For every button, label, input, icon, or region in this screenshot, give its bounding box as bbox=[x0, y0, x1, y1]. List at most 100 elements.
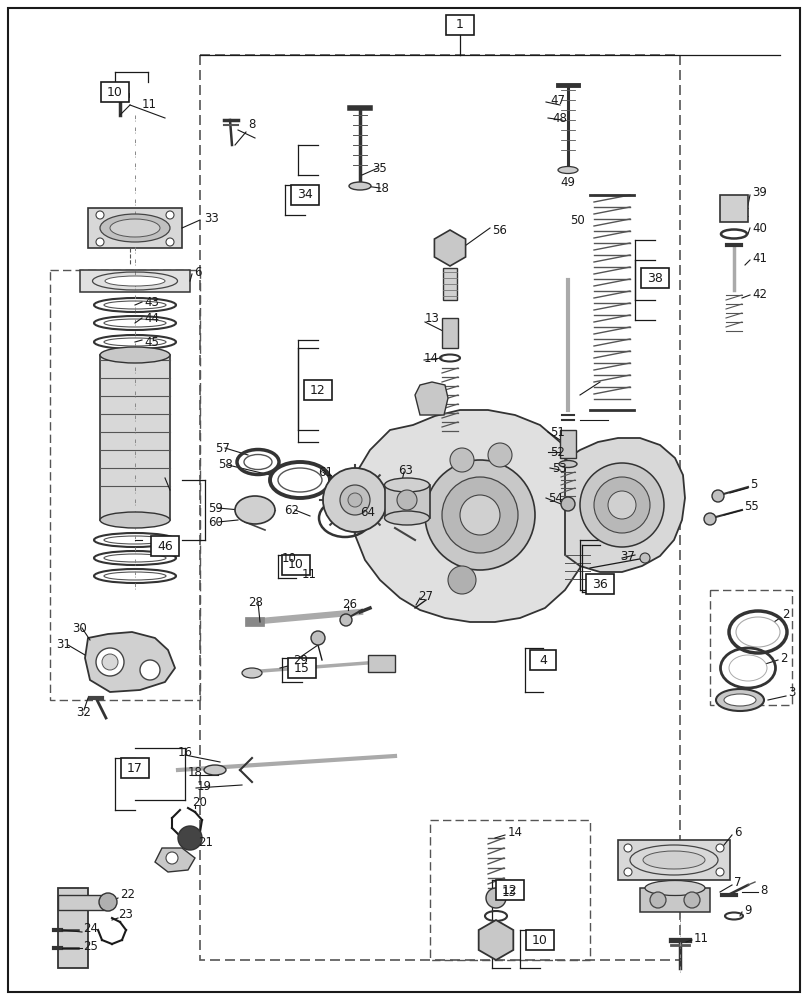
Text: 11: 11 bbox=[694, 932, 709, 944]
Circle shape bbox=[448, 566, 476, 594]
FancyBboxPatch shape bbox=[304, 380, 332, 400]
Text: 22: 22 bbox=[120, 888, 135, 900]
Text: 9: 9 bbox=[744, 904, 751, 916]
FancyBboxPatch shape bbox=[121, 758, 149, 778]
Text: 12: 12 bbox=[502, 884, 518, 896]
Ellipse shape bbox=[204, 765, 226, 775]
Text: 30: 30 bbox=[72, 621, 86, 635]
Text: 2: 2 bbox=[782, 607, 789, 620]
Circle shape bbox=[425, 460, 535, 570]
Text: 40: 40 bbox=[752, 222, 767, 234]
Text: 14: 14 bbox=[508, 826, 523, 840]
Polygon shape bbox=[368, 655, 395, 672]
Ellipse shape bbox=[559, 460, 577, 468]
Text: 2: 2 bbox=[780, 652, 788, 664]
Circle shape bbox=[650, 892, 666, 908]
FancyBboxPatch shape bbox=[641, 268, 669, 288]
Text: 10: 10 bbox=[282, 552, 297, 564]
Bar bbox=[200, 55, 680, 960]
Text: 57: 57 bbox=[215, 442, 229, 454]
Circle shape bbox=[704, 513, 716, 525]
Circle shape bbox=[140, 660, 160, 680]
Text: 12: 12 bbox=[310, 383, 326, 396]
Text: 8: 8 bbox=[760, 884, 768, 896]
Ellipse shape bbox=[242, 668, 262, 678]
FancyBboxPatch shape bbox=[101, 82, 129, 102]
Text: 45: 45 bbox=[144, 336, 159, 349]
Text: 46: 46 bbox=[157, 540, 173, 552]
Text: 29: 29 bbox=[293, 654, 308, 666]
FancyBboxPatch shape bbox=[526, 930, 554, 950]
Ellipse shape bbox=[643, 851, 705, 869]
Text: 34: 34 bbox=[297, 188, 313, 202]
Circle shape bbox=[580, 463, 664, 547]
Text: 60: 60 bbox=[208, 516, 223, 530]
Circle shape bbox=[96, 211, 104, 219]
Circle shape bbox=[716, 844, 724, 852]
Text: 61: 61 bbox=[318, 466, 333, 479]
Ellipse shape bbox=[104, 301, 166, 309]
Text: 27: 27 bbox=[418, 590, 433, 603]
Text: 47: 47 bbox=[550, 94, 565, 106]
FancyBboxPatch shape bbox=[151, 536, 179, 556]
Circle shape bbox=[442, 477, 518, 553]
Text: 58: 58 bbox=[218, 458, 233, 471]
Polygon shape bbox=[80, 270, 190, 292]
Polygon shape bbox=[85, 632, 175, 692]
Text: 15: 15 bbox=[294, 662, 310, 674]
Text: 21: 21 bbox=[198, 836, 213, 848]
Text: 53: 53 bbox=[552, 462, 566, 475]
FancyBboxPatch shape bbox=[282, 555, 310, 575]
Text: 59: 59 bbox=[208, 502, 223, 514]
Ellipse shape bbox=[105, 276, 165, 286]
Ellipse shape bbox=[104, 338, 166, 346]
Text: 33: 33 bbox=[204, 212, 219, 225]
Text: 10: 10 bbox=[532, 934, 548, 946]
Text: 13: 13 bbox=[502, 886, 517, 898]
Text: 24: 24 bbox=[83, 922, 98, 936]
Text: 8: 8 bbox=[248, 118, 255, 131]
Circle shape bbox=[640, 553, 650, 563]
Text: 5: 5 bbox=[750, 478, 757, 490]
Text: 6: 6 bbox=[194, 265, 201, 278]
Polygon shape bbox=[385, 485, 430, 518]
Circle shape bbox=[486, 888, 506, 908]
Circle shape bbox=[561, 497, 575, 511]
Polygon shape bbox=[435, 230, 465, 266]
Circle shape bbox=[166, 238, 174, 246]
Ellipse shape bbox=[104, 319, 166, 327]
Polygon shape bbox=[560, 430, 576, 458]
Circle shape bbox=[99, 893, 117, 911]
Text: 56: 56 bbox=[492, 224, 507, 236]
Ellipse shape bbox=[385, 511, 430, 525]
Text: 51: 51 bbox=[550, 426, 565, 438]
Circle shape bbox=[166, 852, 178, 864]
Polygon shape bbox=[478, 920, 513, 960]
Circle shape bbox=[488, 443, 512, 467]
Text: 35: 35 bbox=[372, 161, 387, 174]
Polygon shape bbox=[618, 840, 730, 880]
Circle shape bbox=[311, 631, 325, 645]
Circle shape bbox=[712, 490, 724, 502]
Polygon shape bbox=[58, 888, 88, 968]
Ellipse shape bbox=[558, 166, 578, 174]
Ellipse shape bbox=[100, 512, 170, 528]
Polygon shape bbox=[720, 195, 748, 222]
Bar bbox=[710, 590, 792, 705]
Text: 36: 36 bbox=[592, 578, 608, 590]
Text: 1: 1 bbox=[456, 18, 464, 31]
Text: 7: 7 bbox=[734, 876, 742, 888]
Polygon shape bbox=[442, 318, 458, 348]
Circle shape bbox=[102, 654, 118, 670]
Text: 55: 55 bbox=[744, 500, 759, 514]
Circle shape bbox=[594, 477, 650, 533]
Text: 52: 52 bbox=[550, 446, 565, 458]
Polygon shape bbox=[155, 848, 195, 872]
Text: 11: 11 bbox=[142, 99, 157, 111]
Text: 28: 28 bbox=[248, 595, 263, 608]
Text: 11: 11 bbox=[302, 568, 317, 582]
Text: 32: 32 bbox=[76, 706, 90, 718]
Text: 3: 3 bbox=[788, 686, 795, 700]
Polygon shape bbox=[415, 382, 448, 415]
Polygon shape bbox=[100, 355, 170, 520]
